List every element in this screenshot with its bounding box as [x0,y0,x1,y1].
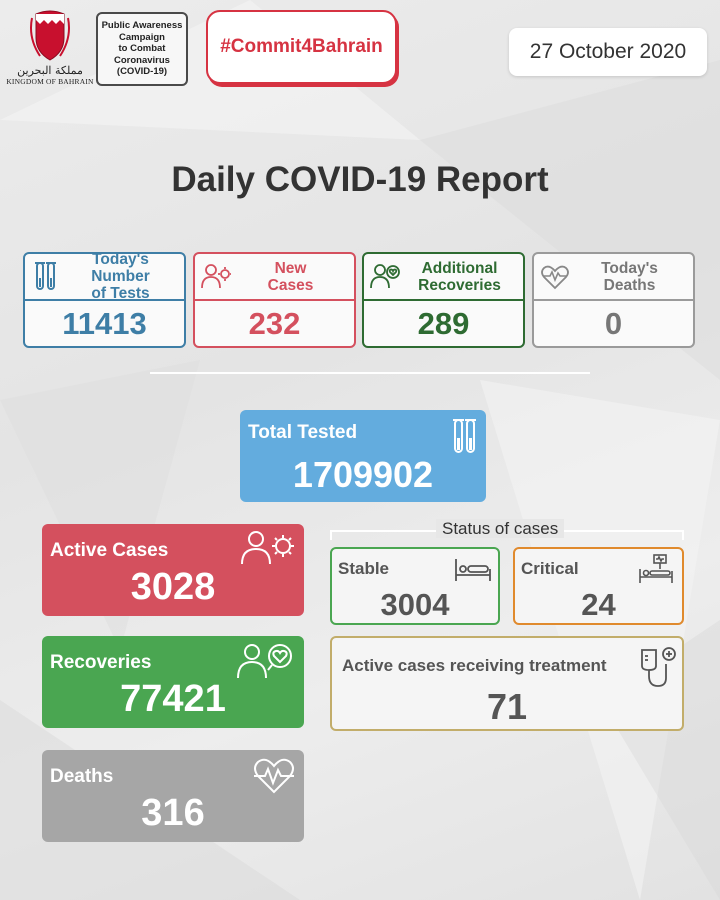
campaign-badge: Public Awareness Campaign to Combat Coro… [96,12,188,86]
emblem-shield-icon [30,10,70,61]
test-tubes-icon [35,261,56,290]
emblem-english-text: KINGDOM OF BAHRAIN [6,77,94,86]
icu-bed-icon [639,554,673,583]
person-virus-icon [201,263,231,288]
recoveries-box: Recoveries 77421 [42,636,304,728]
campaign-line: to Combat [118,43,166,55]
daily-new-cases-label: Cases [267,276,314,294]
treatment-value: 71 [486,686,528,727]
hashtag-badge: #Commit4Bahrain [206,10,397,84]
critical-label: Critical [521,559,579,578]
daily-new-cases-label: New [274,259,307,277]
active-cases-label: Active Cases [50,540,169,561]
critical-card: Critical 24 [513,547,684,625]
bed-icon [455,559,491,581]
daily-new-cases-value: 232 [248,305,301,341]
campaign-line: Coronavirus [114,54,170,66]
daily-deaths-label: Deaths [603,276,656,294]
person-heart-icon [237,644,292,679]
stable-value: 3004 [380,587,450,622]
deaths-label: Deaths [50,766,114,787]
critical-value: 24 [581,587,616,622]
daily-deaths-label: Today's [601,259,658,277]
heartbeat-icon [254,758,294,794]
stable-card: Stable 3004 [330,547,500,625]
stable-label: Stable [338,559,390,578]
campaign-line: Campaign [119,31,165,43]
daily-recoveries-value: 289 [417,305,470,341]
daily-tests-label: Today's Number [91,251,150,285]
active-cases-value: 3028 [130,566,216,608]
daily-new-cases-card: New Cases 232 [193,252,356,348]
daily-deaths-value: 0 [604,305,623,341]
heartbeat-icon [541,265,569,289]
recoveries-value: 77421 [120,678,226,720]
treatment-label: Active cases receiving treatment [342,656,607,675]
total-tested-label: Total Tested [248,422,358,443]
daily-recoveries-label: Recoveries [418,276,501,294]
test-tubes-icon [453,419,476,453]
status-heading-text: Status of cases [436,519,565,538]
daily-tests-card: Today's Number of Tests 11413 [23,251,186,348]
person-heart-icon [370,263,400,288]
campaign-line: (COVID-19) [116,66,168,78]
daily-deaths-card: Today's Deaths 0 [532,252,695,348]
daily-tests-label: of Tests [91,285,150,302]
person-virus-icon [241,531,294,565]
total-tested-box: Total Tested 1709902 [240,410,486,502]
treatment-card: Active cases receiving treatment 71 [330,636,684,731]
total-tested-value: 1709902 [292,454,434,495]
section-divider [150,372,590,374]
bahrain-emblem: مملكة البحرين KINGDOM OF BAHRAIN [6,8,94,88]
campaign-line: Public Awareness [101,20,183,32]
status-heading: Status of cases [330,519,684,543]
active-cases-box: Active Cases 3028 [42,524,304,616]
iv-drip-icon [641,647,676,687]
recoveries-label: Recoveries [50,652,152,673]
deaths-box: Deaths 316 [42,750,304,842]
daily-recoveries-label: Additional [421,259,498,277]
emblem-arabic-text: مملكة البحرين [17,64,83,77]
deaths-value: 316 [141,792,205,834]
page-title: Daily COVID-19 Report [171,160,549,199]
report-date: 27 October 2020 [509,28,707,76]
daily-recoveries-card: Additional Recoveries 289 [362,252,525,348]
daily-tests-value: 11413 [62,305,147,341]
